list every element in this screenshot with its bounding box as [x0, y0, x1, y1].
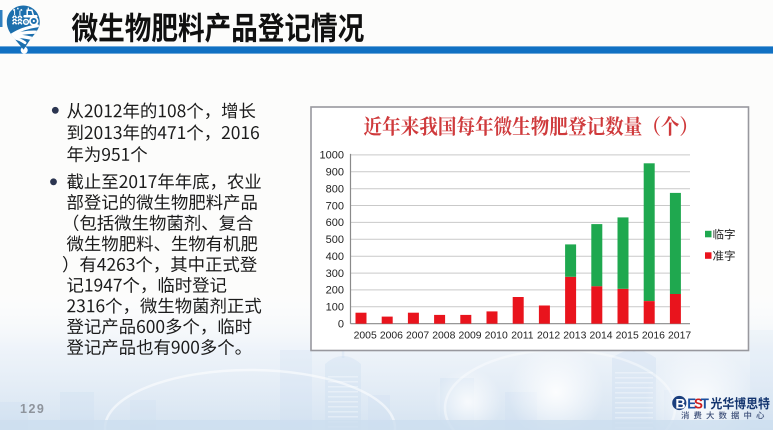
- svg-text:2016: 2016: [642, 331, 665, 342]
- svg-text:300: 300: [326, 268, 344, 280]
- svg-text:2014: 2014: [589, 331, 612, 342]
- svg-text:2017: 2017: [668, 331, 691, 342]
- svg-text:2013: 2013: [563, 331, 586, 342]
- svg-text:900: 900: [326, 167, 344, 179]
- svg-text:2009: 2009: [458, 331, 481, 342]
- svg-text:500: 500: [326, 234, 344, 246]
- svg-text:129: 129: [20, 402, 45, 416]
- svg-text:2006: 2006: [380, 331, 403, 342]
- svg-text:2010: 2010: [485, 331, 508, 342]
- svg-text:700: 700: [326, 200, 344, 212]
- svg-text:400: 400: [326, 251, 344, 263]
- svg-text:2008: 2008: [432, 331, 455, 342]
- svg-text:2015: 2015: [616, 331, 639, 342]
- svg-text:2007: 2007: [406, 331, 429, 342]
- svg-text:200: 200: [326, 285, 344, 297]
- svg-text:T: T: [701, 395, 710, 412]
- svg-text:800: 800: [326, 184, 344, 196]
- svg-text:2011: 2011: [511, 331, 534, 342]
- svg-text:600: 600: [326, 217, 344, 229]
- svg-text:2012: 2012: [537, 331, 560, 342]
- svg-text:100: 100: [326, 302, 344, 314]
- svg-text:S: S: [694, 395, 703, 412]
- svg-text:0: 0: [338, 319, 344, 331]
- svg-text:2005: 2005: [354, 331, 377, 342]
- svg-text:E: E: [687, 395, 696, 412]
- svg-text:B: B: [675, 396, 685, 412]
- svg-text:1000: 1000: [320, 150, 344, 162]
